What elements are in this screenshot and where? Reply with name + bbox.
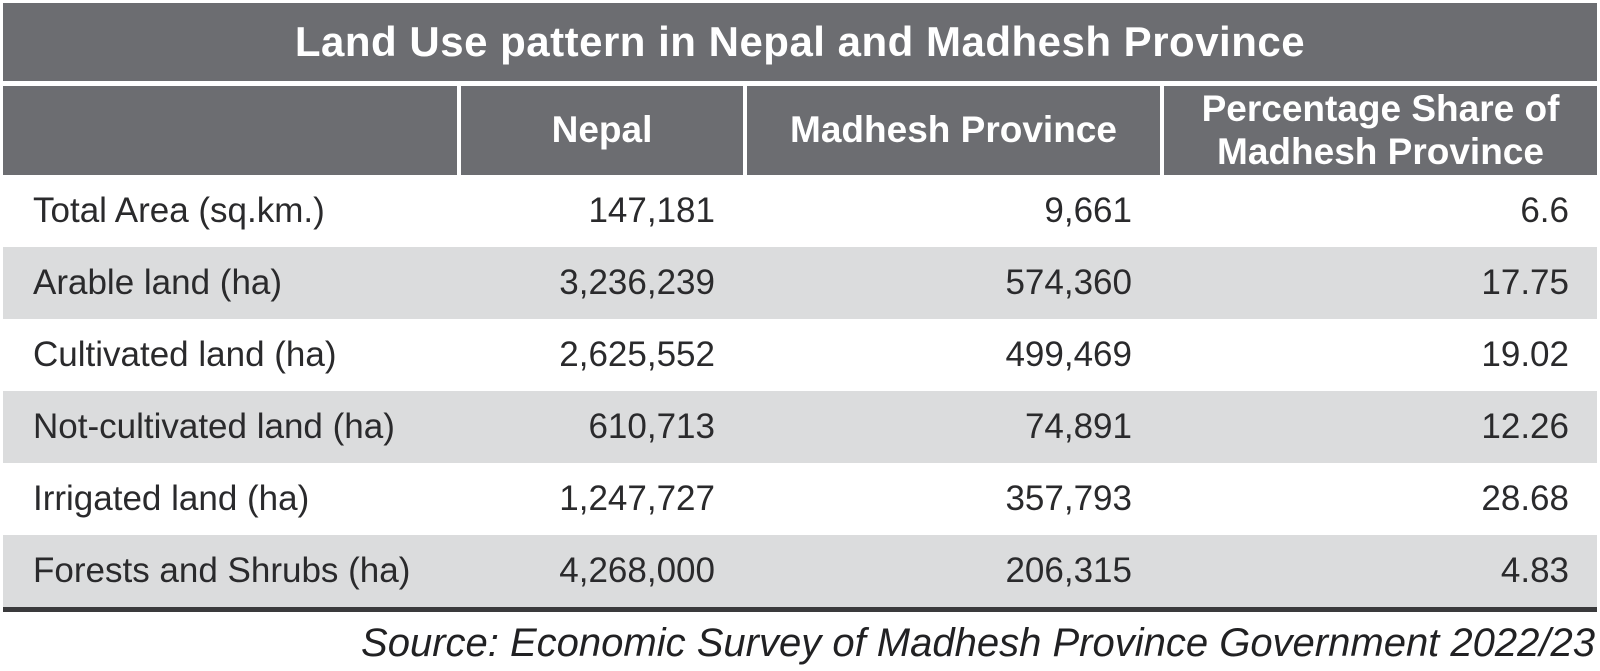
madhesh-value: 9,661	[1044, 191, 1132, 230]
table-row: Not-cultivated land (ha) 610,713 74,891 …	[3, 391, 1597, 463]
table-row: Total Area (sq.km.) 147,181 9,661 6.6	[3, 175, 1597, 247]
column-header-madhesh-province: Madhesh Province	[743, 86, 1160, 175]
table-bottom-rule	[3, 607, 1597, 612]
source-note-text: Source: Economic Survey of Madhesh Provi…	[361, 620, 1595, 665]
row-label: Irrigated land (ha)	[33, 479, 310, 518]
row-label: Cultivated land (ha)	[33, 335, 337, 374]
madhesh-value: 499,469	[1005, 335, 1132, 374]
table-row: Irrigated land (ha) 1,247,727 357,793 28…	[3, 463, 1597, 535]
nepal-value: 610,713	[588, 407, 715, 446]
share-value: 4.83	[1500, 551, 1569, 590]
share-value: 28.68	[1481, 479, 1569, 518]
madhesh-value: 357,793	[1005, 479, 1132, 518]
nepal-value: 3,236,239	[559, 263, 715, 302]
share-value: 19.02	[1481, 335, 1569, 374]
share-value: 6.6	[1520, 191, 1569, 230]
land-use-table: Land Use pattern in Nepal and Madhesh Pr…	[3, 3, 1597, 668]
column-header-percentage-share: Percentage Share of Madhesh Province	[1160, 86, 1597, 175]
row-label: Arable land (ha)	[33, 263, 283, 302]
table-row: Cultivated land (ha) 2,625,552 499,469 1…	[3, 319, 1597, 391]
title-header-divider	[3, 81, 1597, 86]
share-value: 17.75	[1481, 263, 1569, 302]
source-note: Source: Economic Survey of Madhesh Provi…	[3, 618, 1597, 668]
row-label: Not-cultivated land (ha)	[33, 407, 395, 446]
madhesh-value: 574,360	[1005, 263, 1132, 302]
table-row: Arable land (ha) 3,236,239 574,360 17.75	[3, 247, 1597, 319]
share-value: 12.26	[1481, 407, 1569, 446]
table-title-text: Land Use pattern in Nepal and Madhesh Pr…	[294, 18, 1306, 65]
madhesh-value: 206,315	[1005, 551, 1132, 590]
nepal-value: 4,268,000	[559, 551, 715, 590]
table-row: Forests and Shrubs (ha) 4,268,000 206,31…	[3, 535, 1597, 607]
column-header-row-label	[3, 86, 457, 175]
column-header-nepal: Nepal	[457, 86, 743, 175]
row-label: Forests and Shrubs (ha)	[33, 551, 411, 590]
nepal-value: 1,247,727	[559, 479, 715, 518]
header-row: Nepal Madhesh Province Percentage Share …	[3, 86, 1597, 175]
madhesh-value: 74,891	[1024, 407, 1132, 446]
row-label: Total Area (sq.km.)	[33, 191, 325, 230]
nepal-value: 2,625,552	[559, 335, 715, 374]
nepal-value: 147,181	[588, 191, 715, 230]
table-title: Land Use pattern in Nepal and Madhesh Pr…	[3, 3, 1597, 81]
